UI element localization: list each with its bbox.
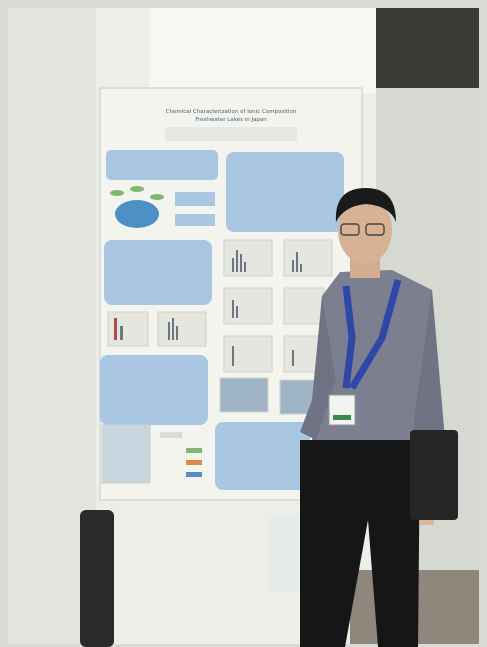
poster-tube bbox=[80, 510, 114, 647]
trousers bbox=[300, 440, 420, 647]
flyer bbox=[268, 516, 300, 592]
poster-title: Freshwater Lakes in Japan bbox=[195, 117, 267, 123]
legend-boxes bbox=[160, 432, 202, 477]
text-boxes bbox=[100, 150, 344, 490]
diagram-nodes bbox=[110, 186, 164, 200]
face bbox=[338, 196, 392, 264]
dark-ceiling bbox=[376, 8, 479, 88]
hair bbox=[335, 188, 396, 222]
lanyard bbox=[342, 279, 402, 390]
poster-title: Chemical Characterization of Ionic Compo… bbox=[166, 109, 297, 115]
glasses bbox=[340, 223, 385, 236]
chart-bars bbox=[114, 250, 302, 366]
light-glare bbox=[150, 8, 376, 93]
arm bbox=[300, 296, 336, 440]
badge-stripe bbox=[333, 415, 351, 420]
badge bbox=[328, 394, 356, 426]
diagram bbox=[115, 200, 159, 228]
bag bbox=[410, 430, 458, 520]
authors bbox=[165, 127, 297, 141]
